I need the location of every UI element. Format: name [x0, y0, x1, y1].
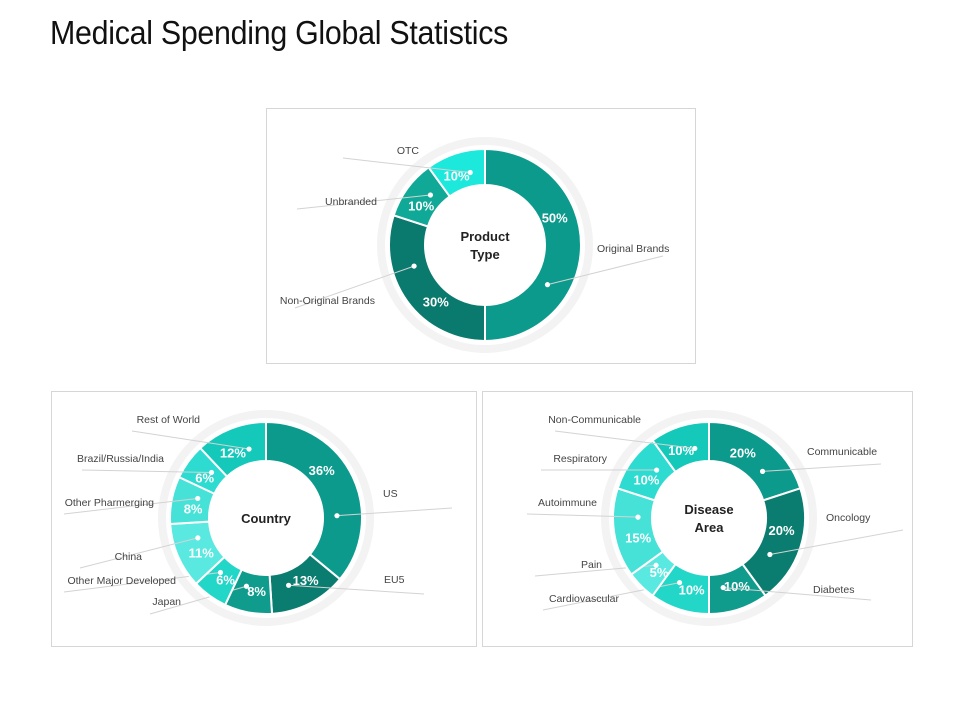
product-type-leader-original-brands	[547, 255, 664, 286]
country-label-us: US	[383, 488, 398, 500]
country-marker-china	[195, 535, 201, 541]
disease-area-label-diabetes: Diabetes	[813, 584, 854, 596]
product-type-slice-original-brands	[484, 147, 582, 343]
disease-area-marker-oncology	[767, 551, 773, 558]
country-label-rest-of-world: Rest of World	[137, 414, 201, 426]
country-pct-china: 11%	[189, 546, 215, 561]
disease-area-label-respiratory: Respiratory	[553, 453, 607, 465]
product-type-pct-original-brands: 50%	[542, 210, 568, 225]
country-leader-rest-of-world	[131, 430, 250, 450]
country-marker-rest-of-world	[246, 446, 252, 452]
country-marker-other-pharmerging	[195, 495, 201, 502]
country-pct-other-major-developed: 6%	[216, 572, 235, 587]
country-leader-eu5	[288, 584, 425, 595]
disease-area-leader-diabetes	[723, 587, 872, 601]
disease-area-center	[653, 462, 765, 574]
disease-area-marker-pain	[653, 562, 659, 568]
product-type-marker-unbranded	[427, 192, 434, 198]
product-type-donut-chart: 50% Original Brands 30% Non-Original Brands…	[280, 137, 669, 353]
product-type-leader-unbranded	[296, 194, 431, 210]
country-center-label: Country	[241, 511, 292, 526]
country-label-brazil-russia-india: Brazil/Russia/India	[77, 453, 164, 465]
country-pct-other-pharmerging: 8%	[184, 502, 203, 517]
country-label-china: China	[115, 551, 143, 563]
product-type-pct-unbranded: 10%	[408, 199, 434, 214]
disease-area-label-communicable: Communicable	[807, 446, 877, 458]
disease-area-pct-communicable: 20%	[730, 446, 756, 461]
disease-area-pct-oncology: 20%	[769, 523, 795, 538]
disease-area-label-pain: Pain	[581, 559, 602, 571]
disease-area-chart-panel: 20% Communicable 20% Oncology 10% Diabetes 10%…	[482, 391, 913, 647]
product-type-slice-otc	[427, 147, 486, 198]
product-type-label-unbranded: Unbranded	[325, 196, 377, 208]
disease-area-pct-non-communicable: 10%	[668, 443, 694, 458]
product-type-pct-non-original-brands: 30%	[423, 295, 449, 310]
product-type-slice-non-original-brands	[388, 214, 486, 343]
product-type-label-otc: OTC	[397, 145, 420, 157]
country-pct-rest-of-world: 12%	[220, 445, 246, 460]
disease-area-marker-respiratory	[654, 467, 660, 473]
product-type-center-label: Type	[470, 247, 499, 262]
country-marker-eu5	[286, 582, 292, 588]
country-leader-us	[336, 507, 453, 517]
country-marker-other-major-developed	[217, 569, 224, 576]
country-pct-japan: 8%	[247, 584, 266, 599]
disease-area-label-oncology: Oncology	[826, 512, 871, 524]
product-type-leader-non-original-brands	[294, 265, 415, 309]
disease-area-leader-communicable	[762, 463, 882, 472]
country-donut-chart: 36% US 13% EU5 8% Japan 6% Other Major Develope…	[63, 410, 453, 626]
country-leader-other-pharmerging	[63, 497, 198, 515]
product-type-leader-otc	[342, 157, 471, 173]
country-label-japan: Japan	[152, 596, 181, 608]
product-type-marker-original-brands	[544, 282, 551, 288]
disease-area-donut-chart: 20% Communicable 20% Oncology 10% Diabetes 10%…	[526, 410, 904, 626]
disease-area-leader-oncology	[769, 529, 904, 556]
product-type-pct-otc: 10%	[444, 169, 470, 184]
page-title: Medical Spending Global Statistics	[50, 14, 509, 51]
disease-area-marker-communicable	[759, 468, 766, 474]
country-marker-brazil-russia-india	[208, 469, 215, 476]
country-label-other-major-developed: Other Major Developed	[67, 575, 176, 587]
product-type-label-original-brands: Original Brands	[597, 243, 669, 255]
country-center	[210, 462, 322, 574]
disease-area-leader-autoimmune	[526, 513, 639, 518]
disease-area-pct-autoimmune: 15%	[625, 531, 651, 546]
disease-area-marker-cardiovascular	[676, 580, 683, 586]
country-leader-brazil-russia-india	[81, 469, 212, 473]
product-type-marker-otc	[467, 169, 473, 176]
disease-area-pct-respiratory: 10%	[633, 472, 659, 487]
country-leader-china	[79, 537, 198, 569]
country-pct-eu5: 13%	[293, 573, 319, 588]
country-slice-rest-of-world	[198, 420, 267, 478]
country-label-eu5: EU5	[384, 574, 405, 586]
disease-area-label-non-communicable: Non-Communicable	[548, 414, 641, 426]
country-chart-panel: 36% US 13% EU5 8% Japan 6% Other Major Develope…	[51, 391, 477, 647]
product-type-center	[426, 186, 544, 304]
disease-area-leader-non-communicable	[554, 430, 695, 449]
country-marker-japan	[243, 583, 250, 589]
product-type-label-non-original-brands: Non-Original Brands	[280, 295, 375, 307]
country-label-other-pharmerging: Other Pharmerging	[65, 497, 154, 509]
disease-area-marker-non-communicable	[692, 445, 698, 452]
country-marker-us	[334, 513, 340, 519]
product-type-center-label: Product	[460, 229, 510, 244]
product-type-marker-non-original-brands	[411, 263, 417, 269]
disease-area-center-label: Area	[695, 520, 725, 535]
disease-area-center-label: Disease	[684, 502, 733, 517]
disease-area-label-autoimmune: Autoimmune	[538, 497, 597, 509]
disease-area-label-cardiovascular: Cardiovascular	[549, 593, 620, 605]
disease-area-pct-diabetes: 10%	[724, 579, 750, 594]
disease-area-pct-cardiovascular: 10%	[679, 582, 705, 597]
country-pct-us: 36%	[309, 463, 335, 478]
product-type-chart-panel: 50% Original Brands 30% Non-Original Brands…	[266, 108, 696, 364]
disease-area-marker-diabetes	[720, 584, 726, 591]
country-slice-us	[265, 420, 363, 581]
disease-area-pct-pain: 5%	[650, 565, 669, 580]
disease-area-marker-autoimmune	[635, 514, 641, 520]
